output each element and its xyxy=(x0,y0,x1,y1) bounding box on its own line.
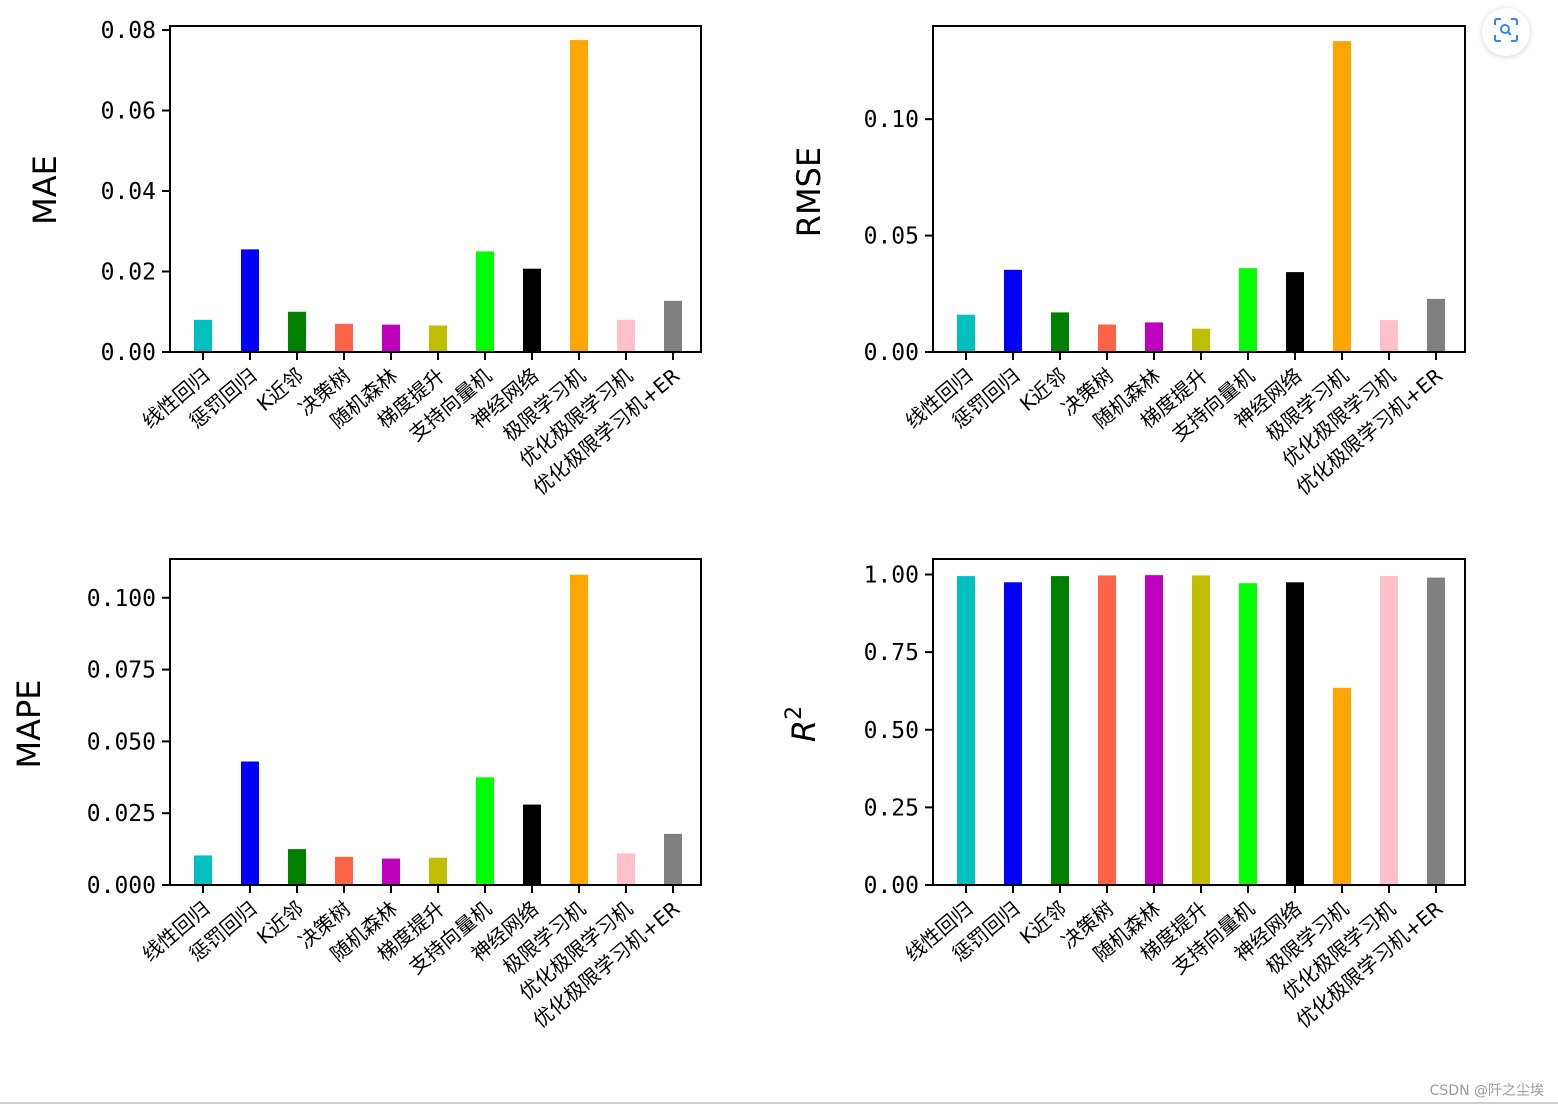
bar-4 xyxy=(335,323,353,352)
bar-2 xyxy=(241,249,259,352)
bar-7 xyxy=(1239,268,1257,352)
bar-4 xyxy=(335,856,353,885)
bar-9 xyxy=(570,574,588,885)
bar-8 xyxy=(1286,272,1304,352)
axes-frame xyxy=(169,25,702,353)
chart-panel-r: 0.000.250.500.751.00线性回归惩罚回归K近邻决策树随机森林梯度… xyxy=(782,558,1466,1033)
y-tick-label: 0.02 xyxy=(101,260,156,286)
y-tick-label: 0.050 xyxy=(87,729,156,755)
bar-2 xyxy=(1004,269,1022,352)
bar-2 xyxy=(1004,582,1022,885)
bar-10 xyxy=(1380,576,1398,885)
y-axis-title: RMSE xyxy=(790,147,828,237)
bar-11 xyxy=(1427,298,1445,352)
bar-5 xyxy=(1145,575,1163,885)
chart-panel-mape: 0.0000.0250.0500.0750.100线性回归惩罚回归K近邻决策树随… xyxy=(10,558,702,1033)
chart-panel-mae: 0.000.020.040.060.08线性回归惩罚回归K近邻决策树随机森林梯度… xyxy=(26,18,702,500)
y-tick-label: 0.10 xyxy=(864,107,919,133)
axes-frame xyxy=(932,558,1466,886)
bar-5 xyxy=(382,858,400,885)
bar-3 xyxy=(288,311,306,352)
bar-7 xyxy=(476,251,494,352)
bar-10 xyxy=(617,853,635,885)
bar-7 xyxy=(476,777,494,885)
image-search-icon xyxy=(1493,17,1519,47)
y-tick-label: 0.000 xyxy=(87,873,156,899)
bar-3 xyxy=(288,849,306,885)
bar-10 xyxy=(1380,320,1398,352)
bar-9 xyxy=(1333,41,1351,353)
bar-8 xyxy=(523,268,541,352)
y-tick-label: 0.00 xyxy=(864,340,919,366)
bar-1 xyxy=(194,319,212,352)
image-search-button[interactable] xyxy=(1482,8,1530,56)
bar-4 xyxy=(1098,324,1116,352)
bar-11 xyxy=(1427,577,1445,885)
bar-11 xyxy=(664,300,682,352)
chart-panel-rmse: 0.000.050.10线性回归惩罚回归K近邻决策树随机森林梯度提升支持向量机神… xyxy=(790,25,1466,500)
bar-2 xyxy=(241,761,259,885)
axes-frame xyxy=(932,25,1466,353)
bar-1 xyxy=(957,576,975,885)
y-tick-label: 0.08 xyxy=(101,18,156,44)
y-tick-label: 0.04 xyxy=(101,179,156,205)
y-tick-label: 0.50 xyxy=(864,718,919,744)
watermark: CSDN @阡之尘埃 xyxy=(1429,1083,1544,1099)
bar-6 xyxy=(429,325,447,352)
bar-5 xyxy=(1145,322,1163,352)
y-axis-title: MAE xyxy=(26,155,64,225)
y-axis-title: R2 xyxy=(782,706,823,742)
bar-5 xyxy=(382,324,400,352)
bar-11 xyxy=(664,833,682,885)
bar-10 xyxy=(617,319,635,352)
bar-9 xyxy=(570,40,588,352)
bar-3 xyxy=(1051,576,1069,885)
y-tick-label: 0.025 xyxy=(87,801,156,827)
y-tick-label: 0.00 xyxy=(101,340,156,366)
bar-3 xyxy=(1051,312,1069,352)
bar-6 xyxy=(429,857,447,885)
bar-1 xyxy=(194,855,212,885)
y-tick-label: 0.06 xyxy=(101,99,156,125)
y-tick-label: 0.75 xyxy=(864,640,919,666)
bar-8 xyxy=(523,804,541,885)
bar-4 xyxy=(1098,575,1116,885)
bar-1 xyxy=(957,314,975,352)
bar-8 xyxy=(1286,582,1304,885)
bar-6 xyxy=(1192,575,1210,885)
y-axis-title: MAPE xyxy=(10,679,48,768)
bottom-divider xyxy=(0,1102,1558,1104)
axes-frame xyxy=(169,558,702,886)
y-tick-label: 0.100 xyxy=(87,586,156,612)
y-tick-label: 0.00 xyxy=(864,873,919,899)
y-tick-label: 0.05 xyxy=(864,224,919,250)
bar-7 xyxy=(1239,583,1257,885)
y-tick-label: 0.25 xyxy=(864,795,919,821)
y-tick-label: 1.00 xyxy=(864,563,919,589)
bar-6 xyxy=(1192,328,1210,352)
y-tick-label: 0.075 xyxy=(87,658,156,684)
bar-9 xyxy=(1333,687,1351,885)
